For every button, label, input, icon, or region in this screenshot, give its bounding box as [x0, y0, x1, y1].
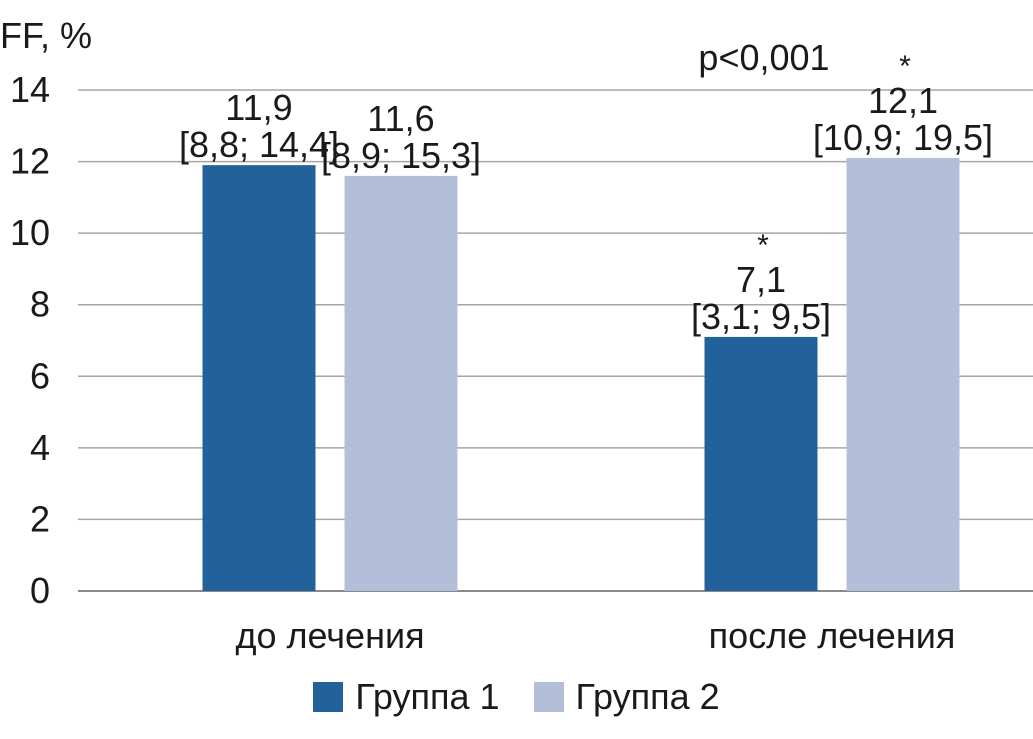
bar-range-label: [10,9; 19,5]: [813, 117, 993, 158]
legend-swatch-group-1: [313, 682, 344, 712]
bars: [202, 157, 960, 591]
bar-группа-2-после-лечения: [846, 157, 960, 591]
y-tick-label: 10: [10, 212, 50, 253]
legend-item-group-1: Группа 1: [313, 676, 500, 718]
y-tick-label: 2: [30, 498, 50, 539]
bar-группа-2-до-лечения: [344, 175, 458, 591]
y-axis-ticks: 0 2 4 6 8 10 12 14: [10, 69, 50, 611]
legend-item-group-2: Группа 2: [533, 676, 720, 718]
legend-label-group-1: Группа 1: [355, 676, 500, 717]
x-tick-label: после лечения: [709, 615, 956, 656]
y-axis-title: FF, %: [0, 15, 92, 56]
bar-value-label: 11,6: [367, 98, 434, 139]
p-value-annotation: p<0,001: [698, 37, 829, 78]
y-tick-label: 0: [30, 570, 50, 611]
legend-swatch-group-2: [533, 682, 564, 712]
bar-value-label: 7,1: [736, 259, 786, 300]
bar-range-label: [3,1; 9,5]: [691, 296, 831, 337]
bar-value-label: 11,9: [225, 87, 292, 128]
bar-value-label: 12,1: [868, 80, 938, 121]
legend: Группа 1 Группа 2: [0, 676, 1033, 718]
y-tick-label: 12: [10, 141, 50, 182]
y-tick-label: 14: [10, 69, 50, 110]
legend-label-group-2: Группа 2: [575, 676, 720, 717]
significance-marker: *: [757, 229, 769, 262]
x-tick-label: до лечения: [235, 615, 424, 656]
data-labels: [8,8; 14,4]11,9[3,1; 9,5]7,1*[8,9; 15,3]…: [179, 50, 993, 337]
bar-группа-1-после-лечения: [704, 336, 818, 591]
significance-marker: *: [899, 50, 911, 83]
annotations: p<0,001: [698, 37, 829, 78]
y-tick-label: 8: [30, 284, 50, 325]
y-tick-label: 4: [30, 427, 50, 468]
y-tick-label: 6: [30, 355, 50, 396]
bar-range-label: [8,8; 14,4]: [179, 124, 339, 165]
x-axis-ticks: до лечения после лечения: [235, 615, 955, 656]
bar-группа-1-до-лечения: [202, 165, 316, 591]
bar-range-label: [8,9; 15,3]: [321, 135, 481, 176]
